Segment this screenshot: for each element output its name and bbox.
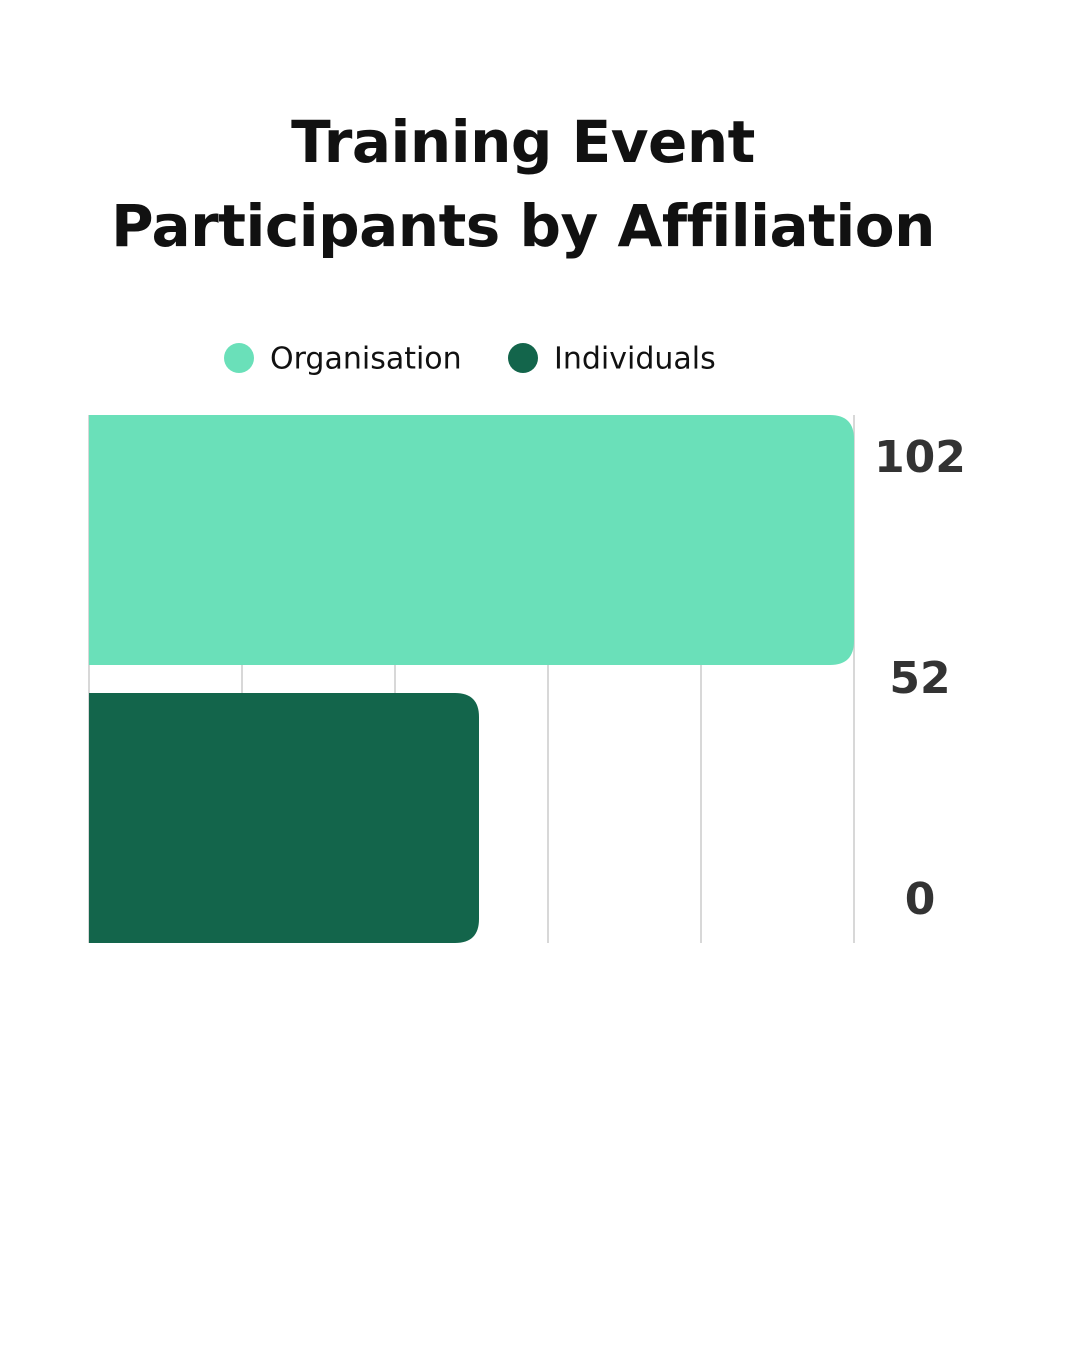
side-label: 52 [889,653,950,704]
side-label: 102 [874,432,966,483]
legend-swatch [508,343,538,373]
chart-title: Training Event Participants by Affiliati… [111,108,935,260]
legend-swatch [224,343,254,373]
legend-label: Organisation [270,342,462,377]
side-label: 0 [905,874,936,925]
bar [89,693,479,943]
bar [89,415,854,665]
legend-label: Individuals [554,342,716,377]
